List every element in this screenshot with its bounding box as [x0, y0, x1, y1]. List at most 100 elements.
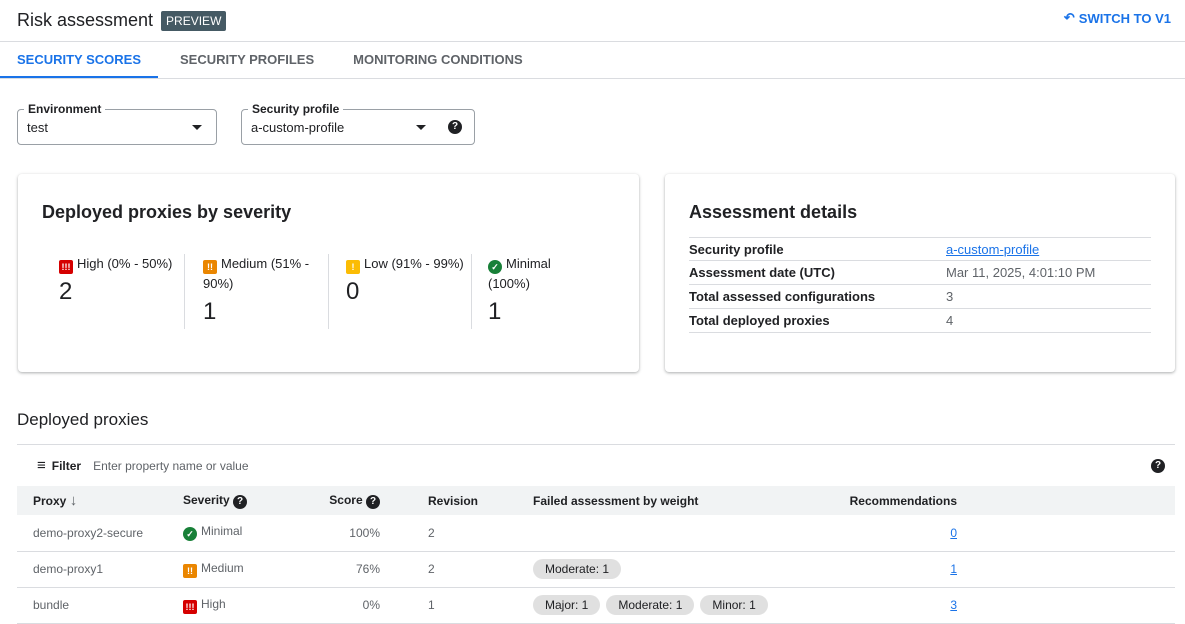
switch-to-v1-button[interactable]: ↶ SWITCH TO V1: [1064, 10, 1171, 26]
severity-label: Low (91% - 99%): [364, 256, 464, 271]
recommendations-link[interactable]: 1: [950, 562, 957, 576]
severity-text: High: [201, 596, 226, 611]
column-score: Score ?: [327, 486, 412, 515]
sort-arrow-down-icon[interactable]: ↓: [69, 492, 78, 509]
help-icon[interactable]: ?: [366, 494, 380, 509]
security-profile-select[interactable]: Security profile a-custom-profile ?: [241, 102, 475, 145]
environment-value: test: [27, 120, 48, 135]
help-icon[interactable]: ?: [1151, 458, 1165, 473]
divider: [184, 254, 185, 329]
recommendations-link[interactable]: 0: [950, 525, 957, 540]
assessment-details-card: Assessment details Security profile a-cus…: [665, 174, 1175, 372]
high-severity-icon: !!!: [183, 599, 197, 614]
high-severity-icon: !!!: [59, 260, 73, 274]
column-label: Severity: [183, 492, 230, 507]
help-icon[interactable]: ?: [233, 494, 248, 509]
low-severity-icon: !: [346, 260, 360, 274]
recommendations-link[interactable]: 3: [950, 598, 957, 612]
detail-value: Mar 11, 2025, 4:01:10 PM: [946, 265, 1096, 280]
medium-severity-icon: !!: [183, 563, 197, 578]
page-header: Risk assessment PREVIEW: [0, 0, 1185, 42]
column-label: Proxy: [33, 494, 67, 508]
column-spacer: [957, 486, 1175, 515]
failed-assessment-cell: [517, 515, 827, 552]
severity-count: 1: [203, 298, 217, 325]
filter-icon: ≡: [37, 457, 46, 474]
severity-minimal: ✓ Minimal (100%) 1: [488, 254, 588, 325]
revision: 2: [412, 515, 517, 552]
tab-bar: SECURITY SCORES SECURITY PROFILES MONITO…: [0, 42, 1185, 79]
severity-label: Medium (51% - 90%): [203, 256, 310, 291]
detail-row: Total deployed proxies 4: [689, 309, 1151, 333]
table-header: Proxy ↓ Severity ? Score ? Revision Fail…: [17, 486, 1175, 515]
environment-label: Environment: [24, 102, 106, 116]
severity-text: Minimal: [201, 524, 243, 539]
detail-key: Total assessed configurations: [689, 289, 876, 304]
severity-count: 1: [488, 298, 502, 325]
revision: 2: [412, 551, 517, 588]
medium-severity-icon: !!: [203, 260, 217, 274]
proxy-name: bundle: [17, 587, 167, 624]
detail-row: Total assessed configurations 3: [689, 285, 1151, 309]
severity-card-title: Deployed proxies by severity: [42, 202, 292, 222]
column-revision: Revision: [412, 486, 517, 515]
security-profile-link[interactable]: a-custom-profile: [946, 241, 1040, 257]
severity-count: 2: [59, 278, 73, 305]
proxy-name: demo-proxy2-secure: [17, 515, 167, 552]
environment-select[interactable]: Environment test: [17, 102, 217, 145]
detail-key: Assessment date (UTC): [689, 265, 835, 280]
weight-chip: Major: 1: [533, 595, 601, 615]
severity-low: ! Low (91% - 99%) 0: [346, 254, 476, 305]
detail-value: 3: [946, 289, 954, 304]
preview-badge: PREVIEW: [161, 10, 227, 31]
help-icon[interactable]: ?: [448, 120, 462, 134]
undo-icon: ↶: [1063, 10, 1075, 25]
proxies-table: Proxy ↓ Severity ? Score ? Revision Fail…: [17, 486, 1175, 624]
weight-chip: Moderate: 1: [606, 595, 695, 615]
tab-security-scores[interactable]: SECURITY SCORES: [0, 42, 159, 78]
security-profile-value: a-custom-profile: [251, 120, 345, 135]
check-circle-icon: ✓: [183, 527, 197, 542]
column-recommendations: Recommendations: [827, 486, 957, 515]
detail-key: Total deployed proxies: [689, 313, 830, 328]
weight-chip: Moderate: 1: [533, 559, 622, 579]
check-circle-icon: ✓: [488, 260, 502, 274]
table-row: demo-proxy2-secure ✓ Minimal 100% 2 0: [17, 515, 1175, 552]
divider: [328, 254, 329, 329]
severity-card: Deployed proxies by severity !!! High (0%…: [18, 174, 639, 372]
score: 76%: [327, 551, 412, 588]
detail-key: Security profile: [689, 241, 784, 257]
severity-high: !!! High (0% - 50%) 2: [59, 254, 189, 305]
filter-bar[interactable]: ≡ Filter Enter property name or value ?: [17, 444, 1175, 486]
divider: [471, 254, 472, 329]
security-profile-label: Security profile: [248, 102, 344, 116]
tab-security-profiles[interactable]: SECURITY PROFILES: [180, 52, 315, 67]
severity-cell: !!! High: [167, 587, 327, 624]
detail-row: Assessment date (UTC) Mar 11, 2025, 4:01:…: [689, 261, 1151, 285]
score: 0%: [327, 587, 412, 624]
weight-chip: Minor: 1: [700, 595, 768, 615]
severity-count: 0: [346, 278, 360, 305]
column-failed-assessment: Failed assessment by weight: [517, 486, 827, 515]
severity-cell: ✓ Minimal: [167, 515, 327, 552]
filter-input[interactable]: Enter property name or value: [93, 458, 249, 473]
failed-assessment-cell: Moderate: 1: [517, 551, 827, 588]
section-title: Deployed proxies: [17, 410, 149, 429]
failed-assessment-cell: Major: 1 Moderate: 1 Minor: 1: [517, 587, 827, 624]
dropdown-arrow-icon: [416, 125, 426, 130]
page-title: Risk assessment: [17, 10, 154, 30]
severity-label: High (0% - 50%): [77, 256, 173, 271]
severity-medium: !! Medium (51% - 90%) 1: [203, 254, 333, 325]
severity-text: Medium: [201, 560, 244, 575]
revision: 1: [412, 587, 517, 624]
score: 100%: [327, 515, 412, 552]
details-card-title: Assessment details: [689, 202, 858, 222]
detail-value: 4: [946, 313, 954, 328]
table-row: demo-proxy1 !! Medium 76% 2 Moderate: 1 1: [17, 551, 1175, 588]
details-list: Security profile a-custom-profile Assessm…: [689, 237, 1151, 333]
detail-row: Security profile a-custom-profile: [689, 237, 1151, 261]
column-severity: Severity ?: [167, 486, 327, 515]
tab-monitoring-conditions[interactable]: MONITORING CONDITIONS: [353, 52, 523, 67]
column-proxy[interactable]: Proxy ↓: [17, 486, 167, 515]
